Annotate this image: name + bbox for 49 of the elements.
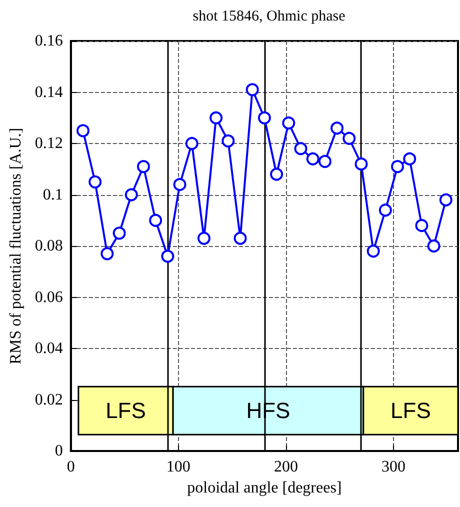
y-tick-label: 0.16	[34, 32, 63, 50]
y-tick-label: 0	[54, 442, 63, 460]
point	[76, 124, 90, 138]
y-tick-label: 0.04	[34, 340, 63, 357]
band-label: LFS	[106, 398, 146, 424]
y-tick-label: 0.08	[34, 238, 63, 254]
point	[391, 160, 404, 174]
point	[210, 111, 223, 124]
point	[439, 193, 452, 206]
point	[378, 204, 392, 217]
x-axis-title: poloidal angle [degrees]	[187, 479, 342, 496]
y-tick-label: 0.1	[42, 186, 63, 204]
y-tick-label: 0.14	[34, 84, 63, 101]
point	[354, 158, 368, 170]
point	[294, 142, 308, 156]
band-label: LFS	[390, 398, 431, 424]
x-tick-label: 300	[381, 458, 406, 476]
point	[185, 137, 198, 150]
point	[136, 160, 150, 174]
point	[234, 232, 247, 245]
x-tick-label: 200	[274, 458, 298, 476]
point	[342, 132, 356, 145]
x-tick-label: 0	[66, 458, 75, 476]
point	[149, 214, 162, 227]
y-axis-title: RMS of potential fluctuations [A.U.]	[8, 128, 24, 364]
point	[258, 111, 271, 124]
point	[246, 83, 259, 96]
point	[415, 219, 428, 232]
point	[403, 152, 416, 166]
point	[124, 188, 138, 202]
point	[282, 116, 296, 130]
y-tick-label: 0.12	[34, 135, 63, 152]
point	[427, 240, 440, 252]
y-tick-label: 0.06	[34, 288, 63, 306]
point	[306, 152, 320, 166]
point	[318, 154, 332, 168]
point	[112, 226, 126, 240]
point	[197, 232, 210, 245]
point	[222, 134, 235, 148]
point	[173, 178, 186, 191]
point	[88, 175, 102, 188]
point	[270, 168, 284, 181]
point	[100, 247, 114, 260]
y-tick-label: 0.02	[34, 391, 63, 408]
chart-title: shot 15846, Ohmic phase	[192, 8, 346, 24]
point	[366, 244, 380, 258]
x-tick-label: 100	[166, 458, 190, 476]
point	[161, 250, 174, 263]
point	[330, 122, 344, 135]
